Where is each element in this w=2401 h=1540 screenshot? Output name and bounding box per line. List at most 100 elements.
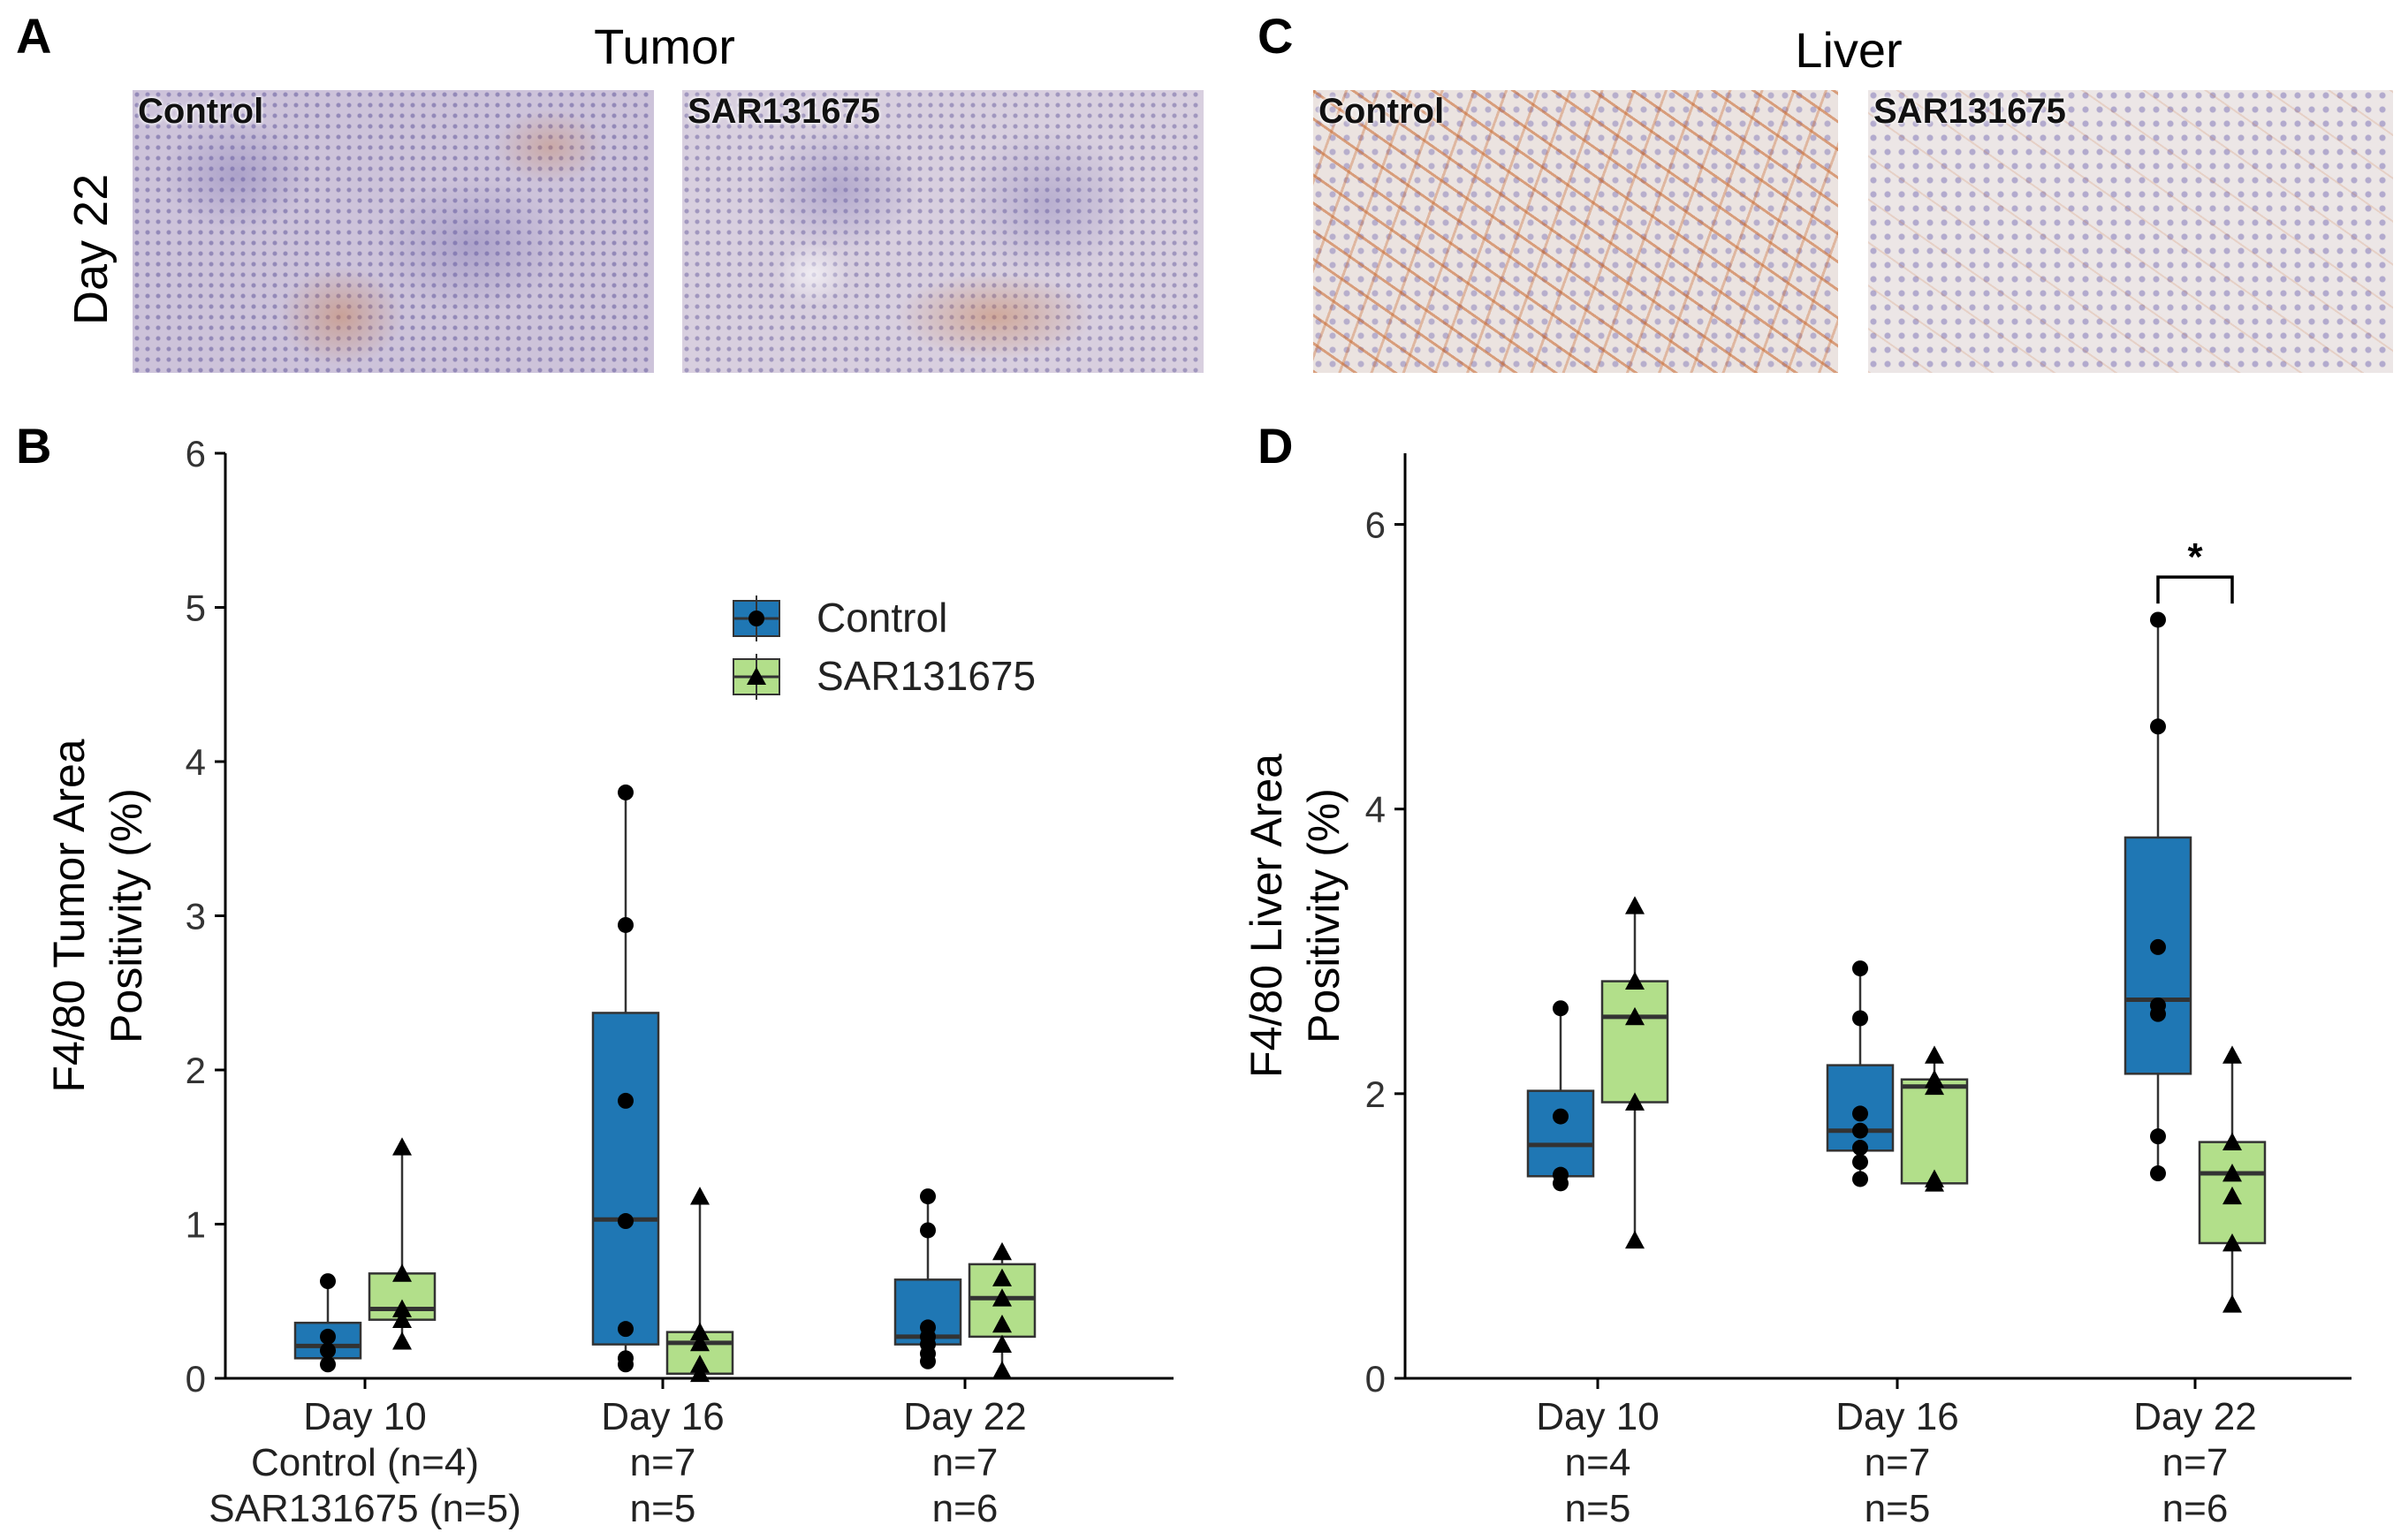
n-sar-label: n=6 bbox=[932, 1487, 999, 1530]
n-control-label: n=7 bbox=[932, 1441, 999, 1484]
data-point-triangle bbox=[392, 1299, 412, 1317]
image-caption: Control bbox=[138, 92, 264, 131]
box-sar131675 bbox=[1900, 1078, 1969, 1185]
tumor-control-image: Control bbox=[133, 90, 654, 373]
data-point-triangle bbox=[1625, 1230, 1645, 1249]
y-tick-label: 2 bbox=[1365, 1073, 1386, 1115]
data-point-circle bbox=[320, 1342, 336, 1359]
data-point-circle bbox=[2150, 611, 2166, 628]
liver-control-image: Control bbox=[1313, 90, 1838, 373]
data-point-triangle bbox=[992, 1241, 1012, 1261]
chart-d: 0 2 4 6 F4/80 Liver Area Positivity (%) Day 10… bbox=[1242, 453, 2352, 1530]
data-point-triangle bbox=[690, 1187, 710, 1205]
y-tick-label: 3 bbox=[186, 896, 206, 937]
data-point-circle bbox=[618, 1213, 634, 1230]
data-point-circle bbox=[1553, 1108, 1569, 1125]
n-control-label: n=4 bbox=[1565, 1441, 1631, 1484]
data-point-triangle bbox=[392, 1263, 412, 1282]
y-tick-label: 6 bbox=[1365, 504, 1386, 546]
n-sar-label: n=5 bbox=[630, 1487, 696, 1530]
y-axis-label-line1: F4/80 Liver Area bbox=[1242, 754, 1291, 1078]
tumor-title: Tumor bbox=[594, 19, 735, 74]
n-control-label: n=7 bbox=[2162, 1441, 2229, 1484]
box-sar131675 bbox=[1600, 980, 1669, 1104]
legend-marker-triangle bbox=[747, 667, 766, 685]
data-point-circle bbox=[618, 1356, 634, 1373]
legend-label: Control bbox=[817, 595, 947, 641]
data-point-triangle bbox=[2222, 1186, 2242, 1205]
n-control-label: n=7 bbox=[1865, 1441, 1931, 1484]
chart-b: 0 1 2 3 4 5 6 F4/80 Tumor Area Positivity (%) Day… bbox=[44, 433, 1174, 1530]
data-point-circle bbox=[1852, 1140, 1868, 1157]
data-point-triangle bbox=[392, 1331, 412, 1350]
significance-bracket bbox=[2156, 575, 2234, 604]
data-point-triangle bbox=[1625, 1006, 1645, 1026]
data-point-triangle bbox=[392, 1309, 412, 1329]
data-point-circle bbox=[1852, 1010, 1868, 1027]
data-point-circle bbox=[1553, 1000, 1569, 1017]
box-control bbox=[2124, 836, 2192, 1075]
data-point-circle bbox=[1852, 1171, 1868, 1187]
data-point-circle bbox=[920, 1188, 936, 1205]
tumor-sar131675-image: SAR131675 bbox=[682, 90, 1204, 373]
n-sar-label: n=5 bbox=[1565, 1487, 1631, 1530]
data-point-circle bbox=[320, 1328, 336, 1345]
y-tick-label: 5 bbox=[186, 588, 206, 629]
n-sar-label: n=6 bbox=[2162, 1487, 2229, 1530]
n-sar-label: SAR131675 (n=5) bbox=[209, 1487, 520, 1530]
y-tick-label: 4 bbox=[1365, 789, 1386, 831]
n-control-label: n=7 bbox=[630, 1441, 696, 1484]
data-point-circle bbox=[320, 1273, 336, 1290]
x-tick-label: Day 22 bbox=[903, 1395, 1026, 1438]
y-axis-label-line2: Positivity (%) bbox=[102, 788, 151, 1043]
n-control-label: Control (n=4) bbox=[251, 1441, 479, 1484]
data-point-triangle bbox=[690, 1332, 710, 1352]
legend-marker-circle bbox=[748, 611, 764, 626]
y-tick-label: 0 bbox=[1365, 1358, 1386, 1400]
x-tick-label: Day 16 bbox=[1835, 1395, 1958, 1438]
data-point-triangle bbox=[992, 1361, 1012, 1379]
x-tick-label: Day 10 bbox=[1536, 1395, 1659, 1438]
data-point-triangle bbox=[2222, 1132, 2242, 1150]
data-point-circle bbox=[2150, 1005, 2166, 1022]
image-caption: Control bbox=[1318, 92, 1445, 131]
data-point-triangle bbox=[1625, 896, 1645, 914]
data-point-triangle bbox=[992, 1314, 1012, 1333]
image-caption: SAR131675 bbox=[1873, 92, 2066, 131]
data-point-triangle bbox=[1925, 1045, 1944, 1064]
data-point-triangle bbox=[1925, 1173, 1944, 1192]
data-point-triangle bbox=[992, 1288, 1012, 1307]
data-point-circle bbox=[920, 1222, 936, 1239]
image-caption: SAR131675 bbox=[688, 92, 880, 131]
y-axis-label-line2: Positivity (%) bbox=[1299, 788, 1349, 1043]
data-point-circle bbox=[1852, 1105, 1868, 1122]
data-point-triangle bbox=[690, 1363, 710, 1383]
data-point-triangle bbox=[2222, 1233, 2242, 1252]
data-point-circle bbox=[1852, 960, 1868, 977]
data-point-triangle bbox=[690, 1322, 710, 1340]
y-tick-label: 4 bbox=[186, 741, 206, 783]
data-point-triangle bbox=[2222, 1045, 2242, 1064]
x-tick-label: Day 22 bbox=[2133, 1395, 2256, 1438]
data-point-circle bbox=[2150, 938, 2166, 955]
panel-letter-b: B bbox=[16, 418, 52, 474]
y-tick-label: 6 bbox=[186, 433, 206, 474]
y-tick-label: 2 bbox=[186, 1050, 206, 1091]
box-control bbox=[1526, 1089, 1595, 1178]
n-sar-label: n=5 bbox=[1865, 1487, 1931, 1530]
data-point-triangle bbox=[992, 1268, 1012, 1286]
data-point-circle bbox=[618, 784, 634, 800]
data-point-circle bbox=[2150, 1165, 2166, 1182]
x-tick-label: Day 16 bbox=[601, 1395, 724, 1438]
data-point-circle bbox=[618, 1321, 634, 1338]
data-point-circle bbox=[1852, 1154, 1868, 1171]
data-point-triangle bbox=[2222, 1164, 2242, 1182]
data-point-triangle bbox=[1925, 1076, 1944, 1096]
panel-letter-c: C bbox=[1257, 8, 1294, 64]
data-point-circle bbox=[920, 1353, 936, 1369]
data-point-circle bbox=[2150, 718, 2166, 735]
data-point-triangle bbox=[992, 1334, 1012, 1353]
box-control bbox=[591, 1012, 660, 1346]
data-point-triangle bbox=[1625, 971, 1645, 990]
